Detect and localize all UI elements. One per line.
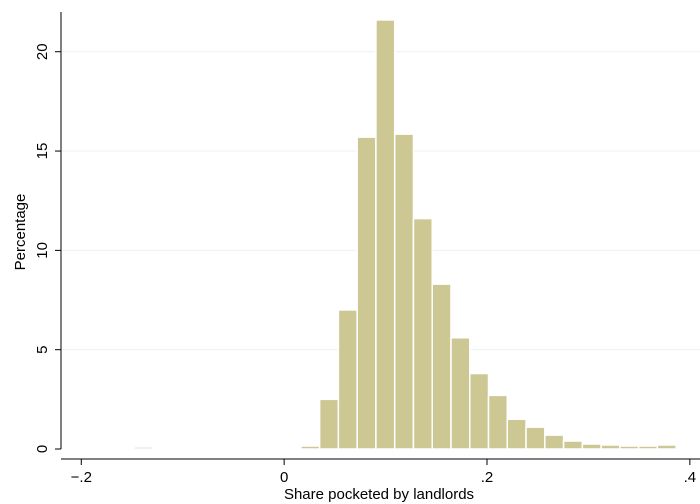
histogram-bar [469, 372, 490, 450]
histogram-bar [525, 426, 546, 450]
axes [60, 12, 700, 460]
histogram-bar [318, 398, 340, 450]
histogram-bar [544, 434, 565, 450]
histogram-bar [133, 446, 154, 450]
x-tick-label: −.2 [71, 469, 92, 486]
x-axis-title: Share pocketed by landlords [284, 486, 474, 503]
histogram-bar [393, 133, 415, 450]
histogram-bars [133, 19, 677, 450]
histogram-bar [271, 447, 292, 450]
x-tick-label: .2 [481, 469, 494, 486]
y-tick-label: 5 [34, 346, 51, 354]
x-tick-label: .4 [684, 469, 697, 486]
histogram-bar [431, 283, 452, 450]
histogram-bar [356, 136, 377, 450]
histogram-bar [412, 217, 433, 450]
y-axis-ticks: 0 5 10 15 20 [34, 43, 61, 453]
histogram-bar [600, 444, 621, 450]
y-tick-label: 15 [34, 143, 51, 160]
histogram-bar [637, 445, 659, 450]
x-axis-ticks: −.2 0 .2 .4 [71, 459, 696, 486]
histogram-bar [506, 418, 527, 450]
histogram-bar [656, 444, 677, 450]
histogram-bar [252, 447, 273, 450]
histogram-bar [375, 19, 396, 450]
y-tick-label: 0 [34, 445, 51, 453]
x-tick-label: 0 [280, 469, 288, 486]
y-axis-title: Percentage [12, 194, 29, 271]
y-tick-label: 10 [34, 242, 51, 259]
histogram-bar [337, 309, 358, 450]
histogram-bar [619, 445, 640, 450]
histogram-bar [562, 440, 584, 450]
y-tick-label: 20 [34, 43, 51, 60]
histogram-bar [450, 337, 471, 450]
histogram-bar [581, 443, 602, 450]
histogram-bar [487, 394, 509, 450]
histogram-bar [300, 445, 321, 450]
